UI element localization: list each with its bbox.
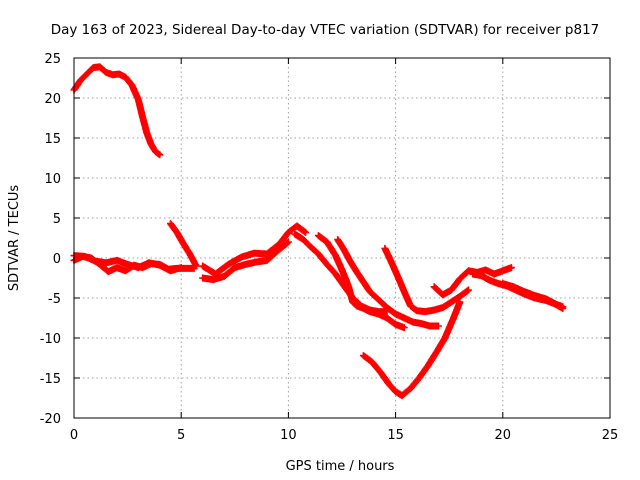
series-markers <box>334 236 442 330</box>
series-arc-14 <box>499 280 567 311</box>
grid <box>74 58 610 418</box>
plot-area-border <box>73 57 611 419</box>
series-arc-1 <box>70 63 164 159</box>
y-tick-label: -20 <box>40 412 61 427</box>
y-tick-label: 25 <box>44 52 61 67</box>
series-arc-9 <box>334 236 442 330</box>
y-tick-label: -10 <box>40 332 61 347</box>
x-tick-label: 15 <box>387 428 404 443</box>
series-arc-4 <box>167 220 200 270</box>
y-axis-label: SDTVAR / TECUs <box>7 185 22 292</box>
data-series <box>70 63 567 400</box>
series-markers <box>314 232 408 332</box>
y-tick-label: 0 <box>53 252 61 267</box>
series-markers <box>199 238 292 284</box>
y-tick-label: 5 <box>53 212 61 227</box>
y-tick-label: 20 <box>44 92 61 107</box>
series-markers <box>359 298 464 400</box>
x-tick-label: 0 <box>70 428 78 443</box>
x-tick-label: 25 <box>602 428 619 443</box>
series-markers <box>70 63 164 159</box>
y-tick-label: -5 <box>48 292 61 307</box>
x-axis-label: GPS time / hours <box>286 459 395 474</box>
y-tick-label: 15 <box>44 132 61 147</box>
chart-title: Day 163 of 2023, Sidereal Day-to-day VTE… <box>51 22 600 38</box>
series-arc-6 <box>199 222 310 278</box>
series-markers <box>499 280 567 311</box>
series-arc-10 <box>381 244 472 316</box>
y-tick-label: 10 <box>44 172 61 187</box>
x-tick-label: 5 <box>177 428 185 443</box>
series-arc-5 <box>199 238 292 284</box>
series-markers <box>167 220 200 270</box>
x-tick-label: 10 <box>280 428 297 443</box>
series-arc-11 <box>359 298 464 400</box>
series-arc-8 <box>314 232 408 332</box>
y-tick-label: -15 <box>40 372 61 387</box>
series-markers <box>199 222 310 278</box>
x-tick-label: 20 <box>495 428 512 443</box>
series-markers <box>381 244 472 316</box>
